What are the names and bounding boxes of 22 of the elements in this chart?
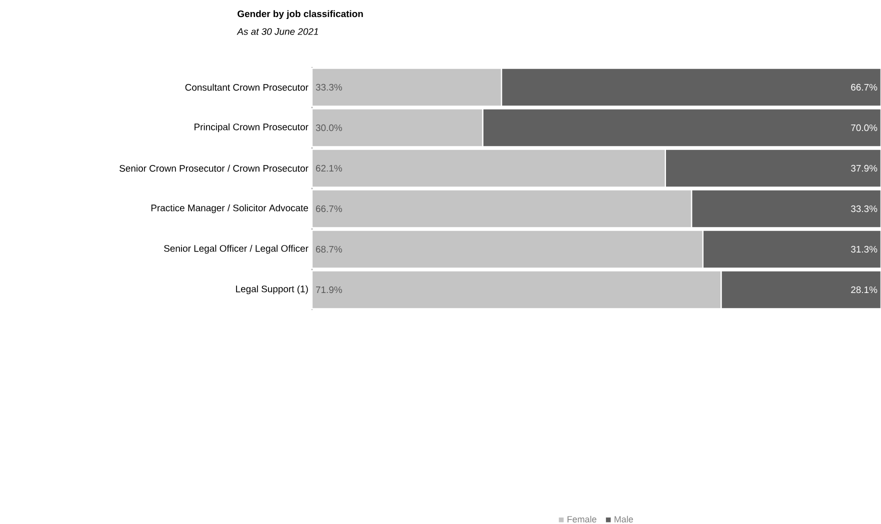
chart-subtitle: As at 30 June 2021 xyxy=(236,28,318,35)
data-label: 33.3% xyxy=(851,205,878,212)
y-tick-label: Principal Crown Prosecutor xyxy=(194,123,308,132)
data-label: 28.1% xyxy=(851,286,878,294)
data-label: 68.7% xyxy=(316,246,342,253)
data-label: 33.3% xyxy=(316,84,342,91)
legend-label: Male xyxy=(614,516,633,522)
data-label: 31.3% xyxy=(851,246,878,253)
data-label: 62.1% xyxy=(316,164,342,172)
legend-label: Female xyxy=(568,516,596,522)
data-label: 66.7% xyxy=(851,84,878,91)
y-tick-label: Senior Legal Officer / Legal Officer xyxy=(164,244,308,254)
y-tick-label: Consultant Crown Prosecutor xyxy=(185,84,308,91)
data-label: 70.0% xyxy=(851,124,878,132)
data-label: 66.7% xyxy=(316,205,342,212)
y-tick-label: Practice Manager / Solicitor Advocate xyxy=(151,204,308,214)
data-label: 30.0% xyxy=(316,124,342,132)
y-tick-label: Legal Support (1) xyxy=(236,285,308,294)
chart-title: Gender by job classification xyxy=(238,10,363,20)
data-label: 37.9% xyxy=(851,164,878,172)
y-tick-label: Senior Crown Prosecutor / Crown Prosecutor xyxy=(120,164,308,172)
data-label: 71.9% xyxy=(316,286,342,294)
